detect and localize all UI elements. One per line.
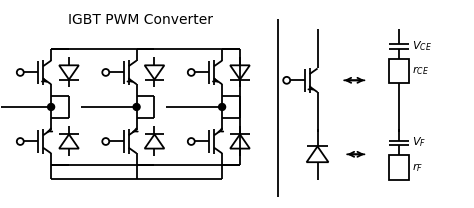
Circle shape <box>133 104 140 110</box>
Text: $r_F$: $r_F$ <box>412 161 423 174</box>
Circle shape <box>47 104 55 110</box>
Text: IGBT PWM Converter: IGBT PWM Converter <box>68 13 213 27</box>
Text: $r_{CE}$: $r_{CE}$ <box>412 64 429 77</box>
Bar <box>389 155 409 180</box>
Text: $V_F$: $V_F$ <box>412 136 426 149</box>
Circle shape <box>219 104 226 110</box>
Text: $V_{CE}$: $V_{CE}$ <box>412 39 432 53</box>
Bar <box>389 59 409 83</box>
